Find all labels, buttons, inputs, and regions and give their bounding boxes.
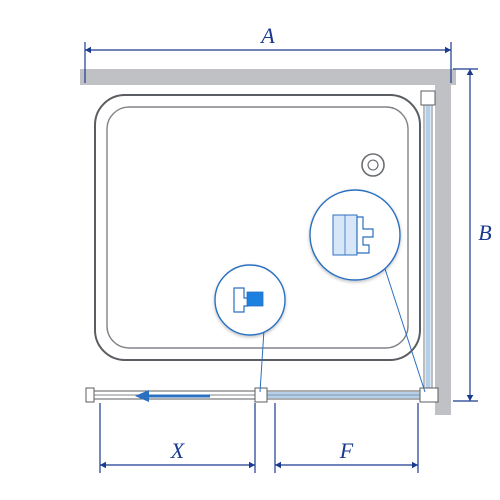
top-hinge	[421, 91, 435, 105]
slide-arrow-head	[135, 390, 149, 402]
drain-inner	[368, 160, 378, 170]
drain-outer	[362, 154, 384, 176]
dim-a-label: A	[259, 23, 275, 48]
dim-f-label: F	[339, 438, 354, 463]
left-bracket	[86, 388, 94, 402]
roller-housing	[255, 388, 267, 402]
dim-b-label: B	[478, 220, 491, 245]
dim-x-label: X	[170, 438, 186, 463]
wall-top	[80, 69, 456, 85]
corner-fixing	[420, 388, 438, 402]
wall-right	[435, 69, 451, 415]
callout-2-leader	[384, 267, 425, 393]
